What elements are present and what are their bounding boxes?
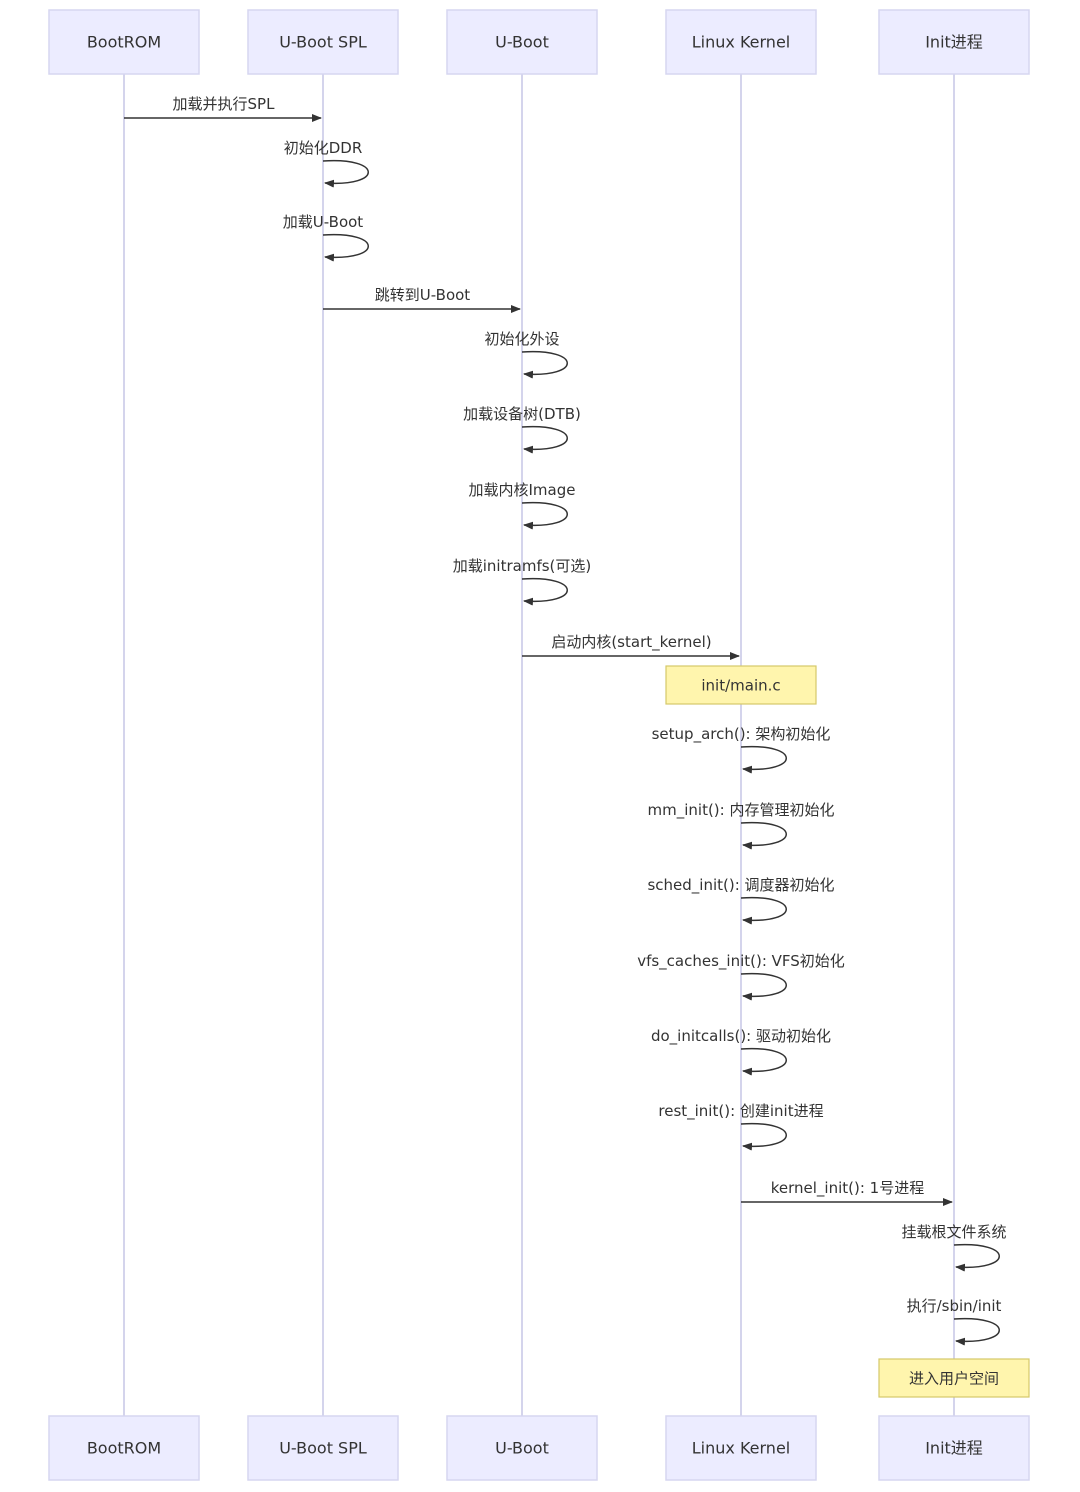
actor-label: BootROM — [87, 1439, 161, 1458]
step-self: setup_arch(): 架构初始化 — [652, 725, 831, 774]
self-message-arrow — [953, 1243, 1000, 1272]
actor-box — [446, 1415, 598, 1481]
actor-label: U-Boot SPL — [279, 1439, 367, 1458]
self-message-arrow — [521, 501, 568, 530]
actor-box — [878, 1415, 1030, 1481]
self-message-label: 加载initramfs(可选) — [453, 557, 592, 575]
step-msg: kernel_init(): 1号进程 — [741, 1179, 953, 1206]
actor-spl-bottom: U-Boot SPL — [247, 1415, 399, 1481]
note-label: init/main.c — [701, 677, 780, 695]
actor-label: Init进程 — [925, 1439, 983, 1458]
message-label: 启动内核(start_kernel) — [551, 633, 711, 652]
self-message-arrow — [322, 233, 369, 262]
self-message-arrow — [740, 1122, 787, 1151]
self-message-arrow — [521, 350, 568, 379]
self-message-arrow — [740, 896, 787, 925]
actor-label: U-Boot — [495, 1439, 549, 1458]
step-self: do_initcalls(): 驱动初始化 — [651, 1027, 831, 1076]
self-message-arrow — [740, 821, 787, 850]
actor-bootrom-top: BootROM — [48, 9, 200, 75]
self-message-label: 初始化DDR — [284, 139, 363, 157]
note-box — [878, 1358, 1030, 1398]
step-msg: 加载并执行SPL — [124, 95, 322, 122]
actor-box — [446, 9, 598, 75]
actor-uboot-top: U-Boot — [446, 9, 598, 75]
step-self: mm_init(): 内存管理初始化 — [648, 801, 835, 850]
self-message-arrow — [521, 425, 568, 454]
self-message-arrow — [953, 1317, 1000, 1346]
message-label: 加载并执行SPL — [173, 95, 276, 113]
step-self: 执行/sbin/init — [907, 1297, 1002, 1346]
self-message-label: setup_arch(): 架构初始化 — [652, 725, 831, 744]
actor-box — [665, 9, 817, 75]
self-message-arrow — [740, 745, 787, 774]
actor-spl-top: U-Boot SPL — [247, 9, 399, 75]
actor-box — [247, 9, 399, 75]
self-message-arrow — [322, 159, 369, 188]
step-self: rest_init(): 创建init进程 — [658, 1102, 824, 1151]
message-label: kernel_init(): 1号进程 — [771, 1179, 924, 1198]
self-message-arrow — [521, 577, 568, 606]
actor-box — [48, 9, 200, 75]
self-message-label: 加载设备树(DTB) — [463, 405, 581, 423]
actor-box — [48, 1415, 200, 1481]
actor-label: U-Boot — [495, 33, 549, 52]
actor-label: U-Boot SPL — [279, 33, 367, 52]
actors-top: BootROM U-Boot SPL U-Boot Linux Kernel Init进… — [48, 9, 1030, 75]
actor-box — [247, 1415, 399, 1481]
self-message-label: do_initcalls(): 驱动初始化 — [651, 1027, 831, 1046]
step-msg: 跳转到U-Boot — [323, 286, 521, 313]
self-message-label: 挂载根文件系统 — [901, 1223, 1006, 1241]
actor-init-bottom: Init进程 — [878, 1415, 1030, 1481]
step-note: 进入用户空间 — [878, 1358, 1030, 1398]
step-self: 加载initramfs(可选) — [453, 557, 592, 606]
actor-kernel-bottom: Linux Kernel — [665, 1415, 817, 1481]
note-label: 进入用户空间 — [909, 1370, 999, 1388]
actor-init-top: Init进程 — [878, 9, 1030, 75]
actor-label: Linux Kernel — [692, 1439, 790, 1458]
step-self: 初始化DDR — [284, 139, 369, 188]
self-message-label: sched_init(): 调度器初始化 — [647, 876, 834, 895]
self-message-label: 初始化外设 — [484, 330, 559, 348]
note-box — [665, 665, 817, 705]
self-message-label: 加载U-Boot — [283, 213, 364, 231]
step-self: vfs_caches_init(): VFS初始化 — [637, 952, 845, 1001]
actor-box — [878, 9, 1030, 75]
step-self: 挂载根文件系统 — [901, 1223, 1007, 1272]
message-label: 跳转到U-Boot — [375, 286, 471, 304]
self-message-label: 执行/sbin/init — [907, 1297, 1002, 1315]
actor-bootrom-bottom: BootROM — [48, 1415, 200, 1481]
step-self: 加载内核Image — [469, 481, 576, 530]
actor-label: Init进程 — [925, 33, 983, 52]
self-message-label: mm_init(): 内存管理初始化 — [648, 801, 835, 820]
self-message-label: rest_init(): 创建init进程 — [658, 1102, 823, 1121]
step-self: sched_init(): 调度器初始化 — [647, 876, 835, 925]
self-message-label: 加载内核Image — [469, 481, 576, 499]
self-message-arrow — [740, 1047, 787, 1076]
actor-box — [665, 1415, 817, 1481]
lifelines — [123, 74, 955, 1416]
steps: 加载并执行SPL 初始化DDR 加载U-Boot 跳转到U-Boot 初始化外设加载设备… — [124, 95, 1030, 1398]
actors-bottom: BootROM U-Boot SPL U-Boot Linux Kernel Init进… — [48, 1415, 1030, 1481]
actor-label: BootROM — [87, 33, 161, 52]
actor-uboot-bottom: U-Boot — [446, 1415, 598, 1481]
actor-kernel-top: Linux Kernel — [665, 9, 817, 75]
step-note: init/main.c — [665, 665, 817, 705]
step-self: 加载U-Boot — [283, 213, 369, 262]
self-message-label: vfs_caches_init(): VFS初始化 — [637, 952, 845, 971]
step-msg: 启动内核(start_kernel) — [522, 633, 740, 660]
step-self: 初始化外设 — [484, 330, 568, 379]
self-message-arrow — [740, 972, 787, 1001]
step-self: 加载设备树(DTB) — [463, 405, 581, 454]
actor-label: Linux Kernel — [692, 33, 790, 52]
